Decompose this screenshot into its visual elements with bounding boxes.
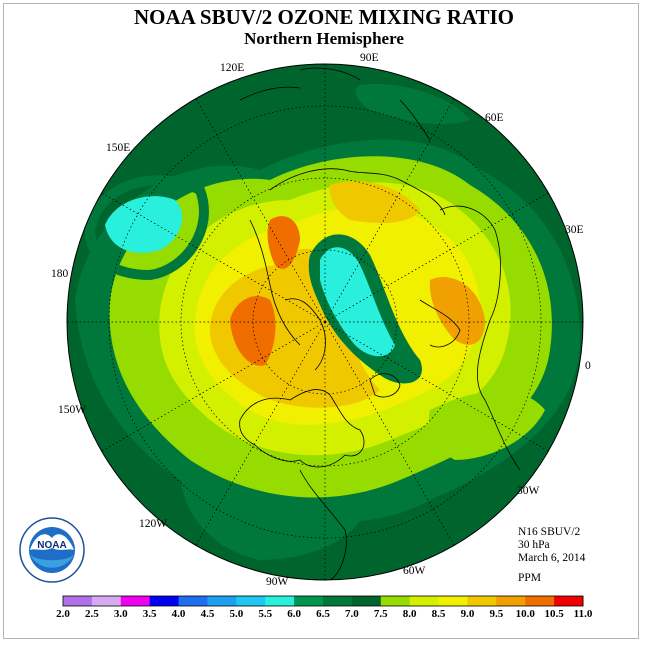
lon-label-150w: 150W — [58, 404, 87, 416]
legend-value: 8.5 — [431, 608, 446, 620]
field-band-atlantic — [428, 391, 545, 460]
legend-value: 7.0 — [345, 608, 359, 620]
lon-label-120w: 120W — [139, 518, 168, 530]
field-band-9-north — [329, 181, 420, 223]
map-subtitle: Northern Hemisphere — [244, 29, 404, 48]
legend-swatch — [525, 596, 555, 606]
legend-swatch — [409, 596, 440, 606]
units-label: PPM — [518, 572, 542, 584]
lon-label-90e: 90E — [360, 52, 379, 64]
legend-swatch — [63, 596, 93, 606]
legend-swatch — [467, 596, 497, 606]
date-label: March 6, 2014 — [518, 552, 586, 564]
legend-value: 6.5 — [316, 608, 330, 620]
lon-label-30w: 30W — [517, 485, 540, 497]
field-min — [320, 247, 395, 357]
legend-value: 4.0 — [171, 608, 186, 620]
legend-swatch — [236, 596, 266, 606]
graticule — [67, 64, 583, 580]
legend-swatch — [294, 596, 324, 606]
pressure-level: 30 hPa — [518, 539, 550, 551]
legend-value: 4.5 — [200, 608, 215, 620]
legend-value: 10.0 — [515, 608, 535, 620]
map-border — [66, 63, 584, 581]
legend-value: 2.5 — [85, 608, 99, 620]
noaa-logo: NOAA — [19, 517, 85, 583]
lon-label-60e: 60E — [485, 112, 504, 124]
field-max-north — [267, 216, 300, 269]
lon-label-90w: 90W — [266, 576, 289, 588]
legend-swatch — [207, 596, 237, 606]
legend-value: 11.0 — [573, 608, 593, 620]
map-title: NOAA SBUV/2 OZONE MIXING RATIO — [134, 5, 514, 29]
legend-value: 10.5 — [544, 608, 564, 620]
lon-label-150e: 150E — [106, 142, 131, 154]
legend-value: 8.0 — [402, 608, 417, 620]
legend-swatch — [496, 596, 526, 606]
legend-swatch — [323, 596, 353, 606]
field-max-east — [429, 276, 485, 345]
legend-value: 9.0 — [460, 608, 475, 620]
legend-value: 3.5 — [142, 608, 157, 620]
color-legend — [63, 596, 584, 606]
lon-label-30e: 30E — [565, 224, 584, 236]
legend-swatch — [149, 596, 180, 606]
field-band-9 — [209, 248, 380, 408]
lon-label-0: 0 — [585, 360, 591, 372]
field-max-west — [230, 296, 276, 366]
legend-swatch — [554, 596, 584, 606]
logo-text: NOAA — [37, 540, 66, 551]
legend-border — [62, 595, 584, 607]
legend-value: 6.0 — [287, 608, 301, 620]
legend-value: 7.5 — [373, 608, 388, 620]
legend-swatch — [265, 596, 295, 606]
legend-swatch — [380, 596, 411, 606]
instrument-label: N16 SBUV/2 — [518, 526, 581, 538]
legend-swatch — [438, 596, 468, 606]
legend-value: 9.5 — [489, 608, 504, 620]
legend-value: 2.0 — [56, 608, 70, 620]
lon-label-120e: 120E — [220, 62, 245, 74]
lon-label-60w: 60W — [403, 565, 426, 577]
field-pacific-ring — [84, 175, 209, 281]
legend-swatch — [351, 596, 382, 606]
legend-swatch — [120, 596, 151, 606]
legend-swatch — [91, 596, 122, 606]
lon-label-180: 180 — [51, 268, 69, 280]
image-frame — [3, 3, 639, 639]
field-min-pacific — [105, 196, 183, 253]
coastlines — [239, 67, 521, 580]
legend-value: 5.5 — [258, 608, 273, 620]
legend-swatch — [178, 596, 208, 606]
legend-value: 3.0 — [113, 608, 128, 620]
legend-value: 5.0 — [229, 608, 244, 620]
